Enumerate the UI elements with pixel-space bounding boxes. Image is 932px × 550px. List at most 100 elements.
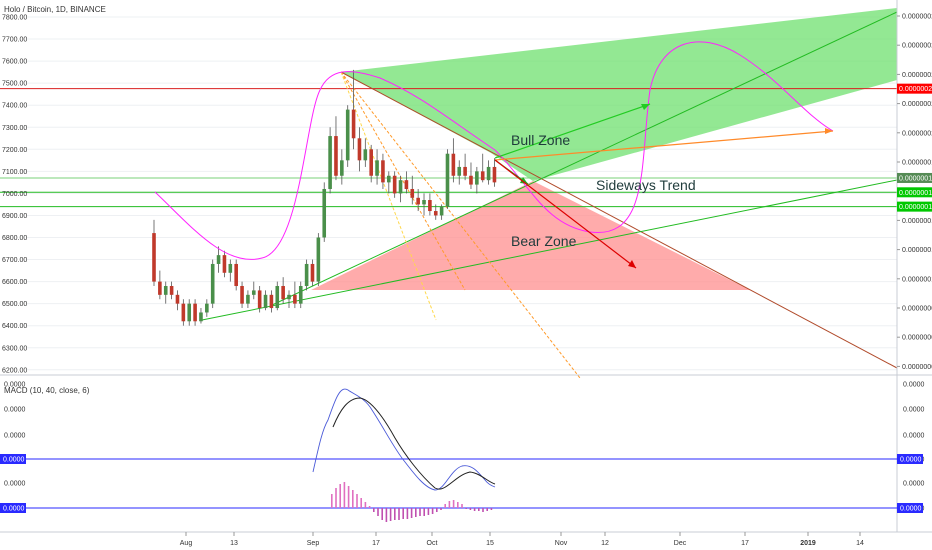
candle-body (375, 160, 379, 176)
right-tick-label: 0.00000004 (902, 364, 932, 371)
candle-body (433, 211, 438, 216)
left-tick-label: 7100.00 (2, 169, 27, 176)
left-tick-label: 7400.00 (2, 103, 27, 110)
candle-body (428, 200, 432, 212)
left-tick-label: 6900.00 (2, 213, 27, 220)
signal-line (332, 397, 496, 490)
macd-hist-bar (373, 508, 375, 512)
candle-body (340, 160, 344, 176)
macd-right-badge (897, 503, 923, 513)
left-tick-label: 6700.00 (2, 257, 27, 264)
bear-arrowhead (628, 260, 636, 268)
macd-hist-bar (448, 501, 451, 508)
left-tick-label: 7300.00 (2, 125, 27, 132)
short-arrowhead (520, 177, 528, 184)
x-tick-label: 12 (601, 540, 609, 547)
macd-hist-bar (465, 508, 467, 509)
macd-hist-bar (402, 508, 404, 519)
macd-hist-bar (415, 508, 417, 517)
candle-body (205, 303, 209, 313)
macd-hist-bar (335, 488, 337, 508)
candle-body (422, 200, 426, 205)
macd-hist-bar (398, 508, 400, 520)
macd-hist-bar (436, 508, 438, 512)
macd-left-tick: 0.0000 (4, 382, 26, 389)
right-tick-label: 0.00000008 (902, 306, 932, 313)
macd-hist-bar (331, 494, 333, 508)
macd-hist-bar (482, 508, 484, 512)
price-badge-label: 0.00000017 (899, 175, 932, 182)
price-badge (897, 187, 932, 198)
macd-label: MACD (10, 40, close, 6) (4, 386, 90, 395)
macd-hist-bar (347, 486, 350, 508)
price-badge-label: 0.00000023 (899, 86, 932, 93)
candle-body (169, 286, 174, 295)
candle-body (240, 286, 244, 304)
price-badges: 0.00000023 0.00000017 0.00000015 0.00000015 (897, 83, 932, 212)
left-tick-label: 7700.00 (2, 37, 27, 44)
candle-body (163, 286, 168, 295)
x-tick-label: 2019 (800, 540, 816, 547)
macd-hist-bar (461, 504, 463, 508)
macd-hist-bar (381, 508, 383, 520)
candle-body (199, 312, 203, 322)
candle-body (322, 188, 327, 238)
macd-hist-bar (368, 506, 371, 508)
right-price-axis: 0.00000028 0.00000026 0.00000024 0.00000022… (897, 14, 932, 371)
macd-hist-bar (427, 508, 430, 515)
macd-hist-bar (419, 508, 421, 516)
left-tick-label: 6800.00 (2, 235, 27, 242)
candle-body (181, 303, 186, 322)
bull-arrowhead (641, 104, 650, 110)
macd-right-tick: 0.0000 (903, 407, 925, 414)
price-badge-label: 0.00000015 (899, 190, 932, 197)
left-tick-label: 7500.00 (2, 81, 27, 88)
sideways-arrow (494, 130, 834, 161)
left-price-axis: 7800.00 7700.00 7600.00 7500.00 7400.00 7300.… (2, 15, 27, 375)
candle-body (463, 166, 467, 176)
candle-body (293, 294, 297, 304)
fan-line-2 (340, 71, 466, 291)
bear-zone-label: Bear Zone (511, 233, 577, 249)
left-tick-label: 7600.00 (2, 59, 27, 66)
candle-body (469, 175, 473, 185)
candle-body (345, 109, 350, 161)
candle-body (457, 166, 462, 176)
macd-hist-bar (389, 508, 392, 521)
right-tick-label: 0.00000024 (902, 72, 932, 79)
macd-hist-bar (364, 502, 367, 508)
candle-body (439, 206, 444, 216)
macd-left-tick: 0.0000 (4, 433, 26, 440)
candle-body (246, 294, 250, 304)
candle-body (228, 263, 233, 273)
fan-line-3 (340, 71, 437, 321)
bull-arrow (494, 103, 651, 159)
right-tick-label: 0.00000028 (902, 14, 932, 21)
trend-lines (201, 11, 898, 379)
candle-series (152, 69, 497, 326)
left-tick-label: 6300.00 (2, 345, 27, 352)
candle-body (328, 136, 332, 189)
macd-hist-bar (457, 502, 459, 508)
chart-title: Holo / Bitcoin, 1D, BINANCE (4, 5, 106, 14)
x-tick-label: 15 (486, 540, 494, 547)
candle-body (492, 166, 497, 183)
resistance-line (340, 71, 898, 369)
candle-body (357, 138, 362, 161)
candle-body (158, 281, 162, 295)
x-tick-label: 13 (230, 540, 238, 547)
x-tick-label: Oct (427, 540, 438, 547)
macd-hist-bar (486, 508, 488, 511)
candle-body (193, 303, 197, 322)
price-badge (897, 83, 932, 94)
macd-hist-bar (394, 508, 396, 520)
support-line-shallow (201, 179, 898, 321)
candle-body (287, 294, 291, 300)
candle-body (486, 166, 491, 181)
candle-body (387, 175, 391, 183)
x-tick-label: Dec (674, 540, 687, 547)
candle-body (334, 136, 338, 176)
macd-right-badge-label: 0.0000 (900, 506, 922, 513)
